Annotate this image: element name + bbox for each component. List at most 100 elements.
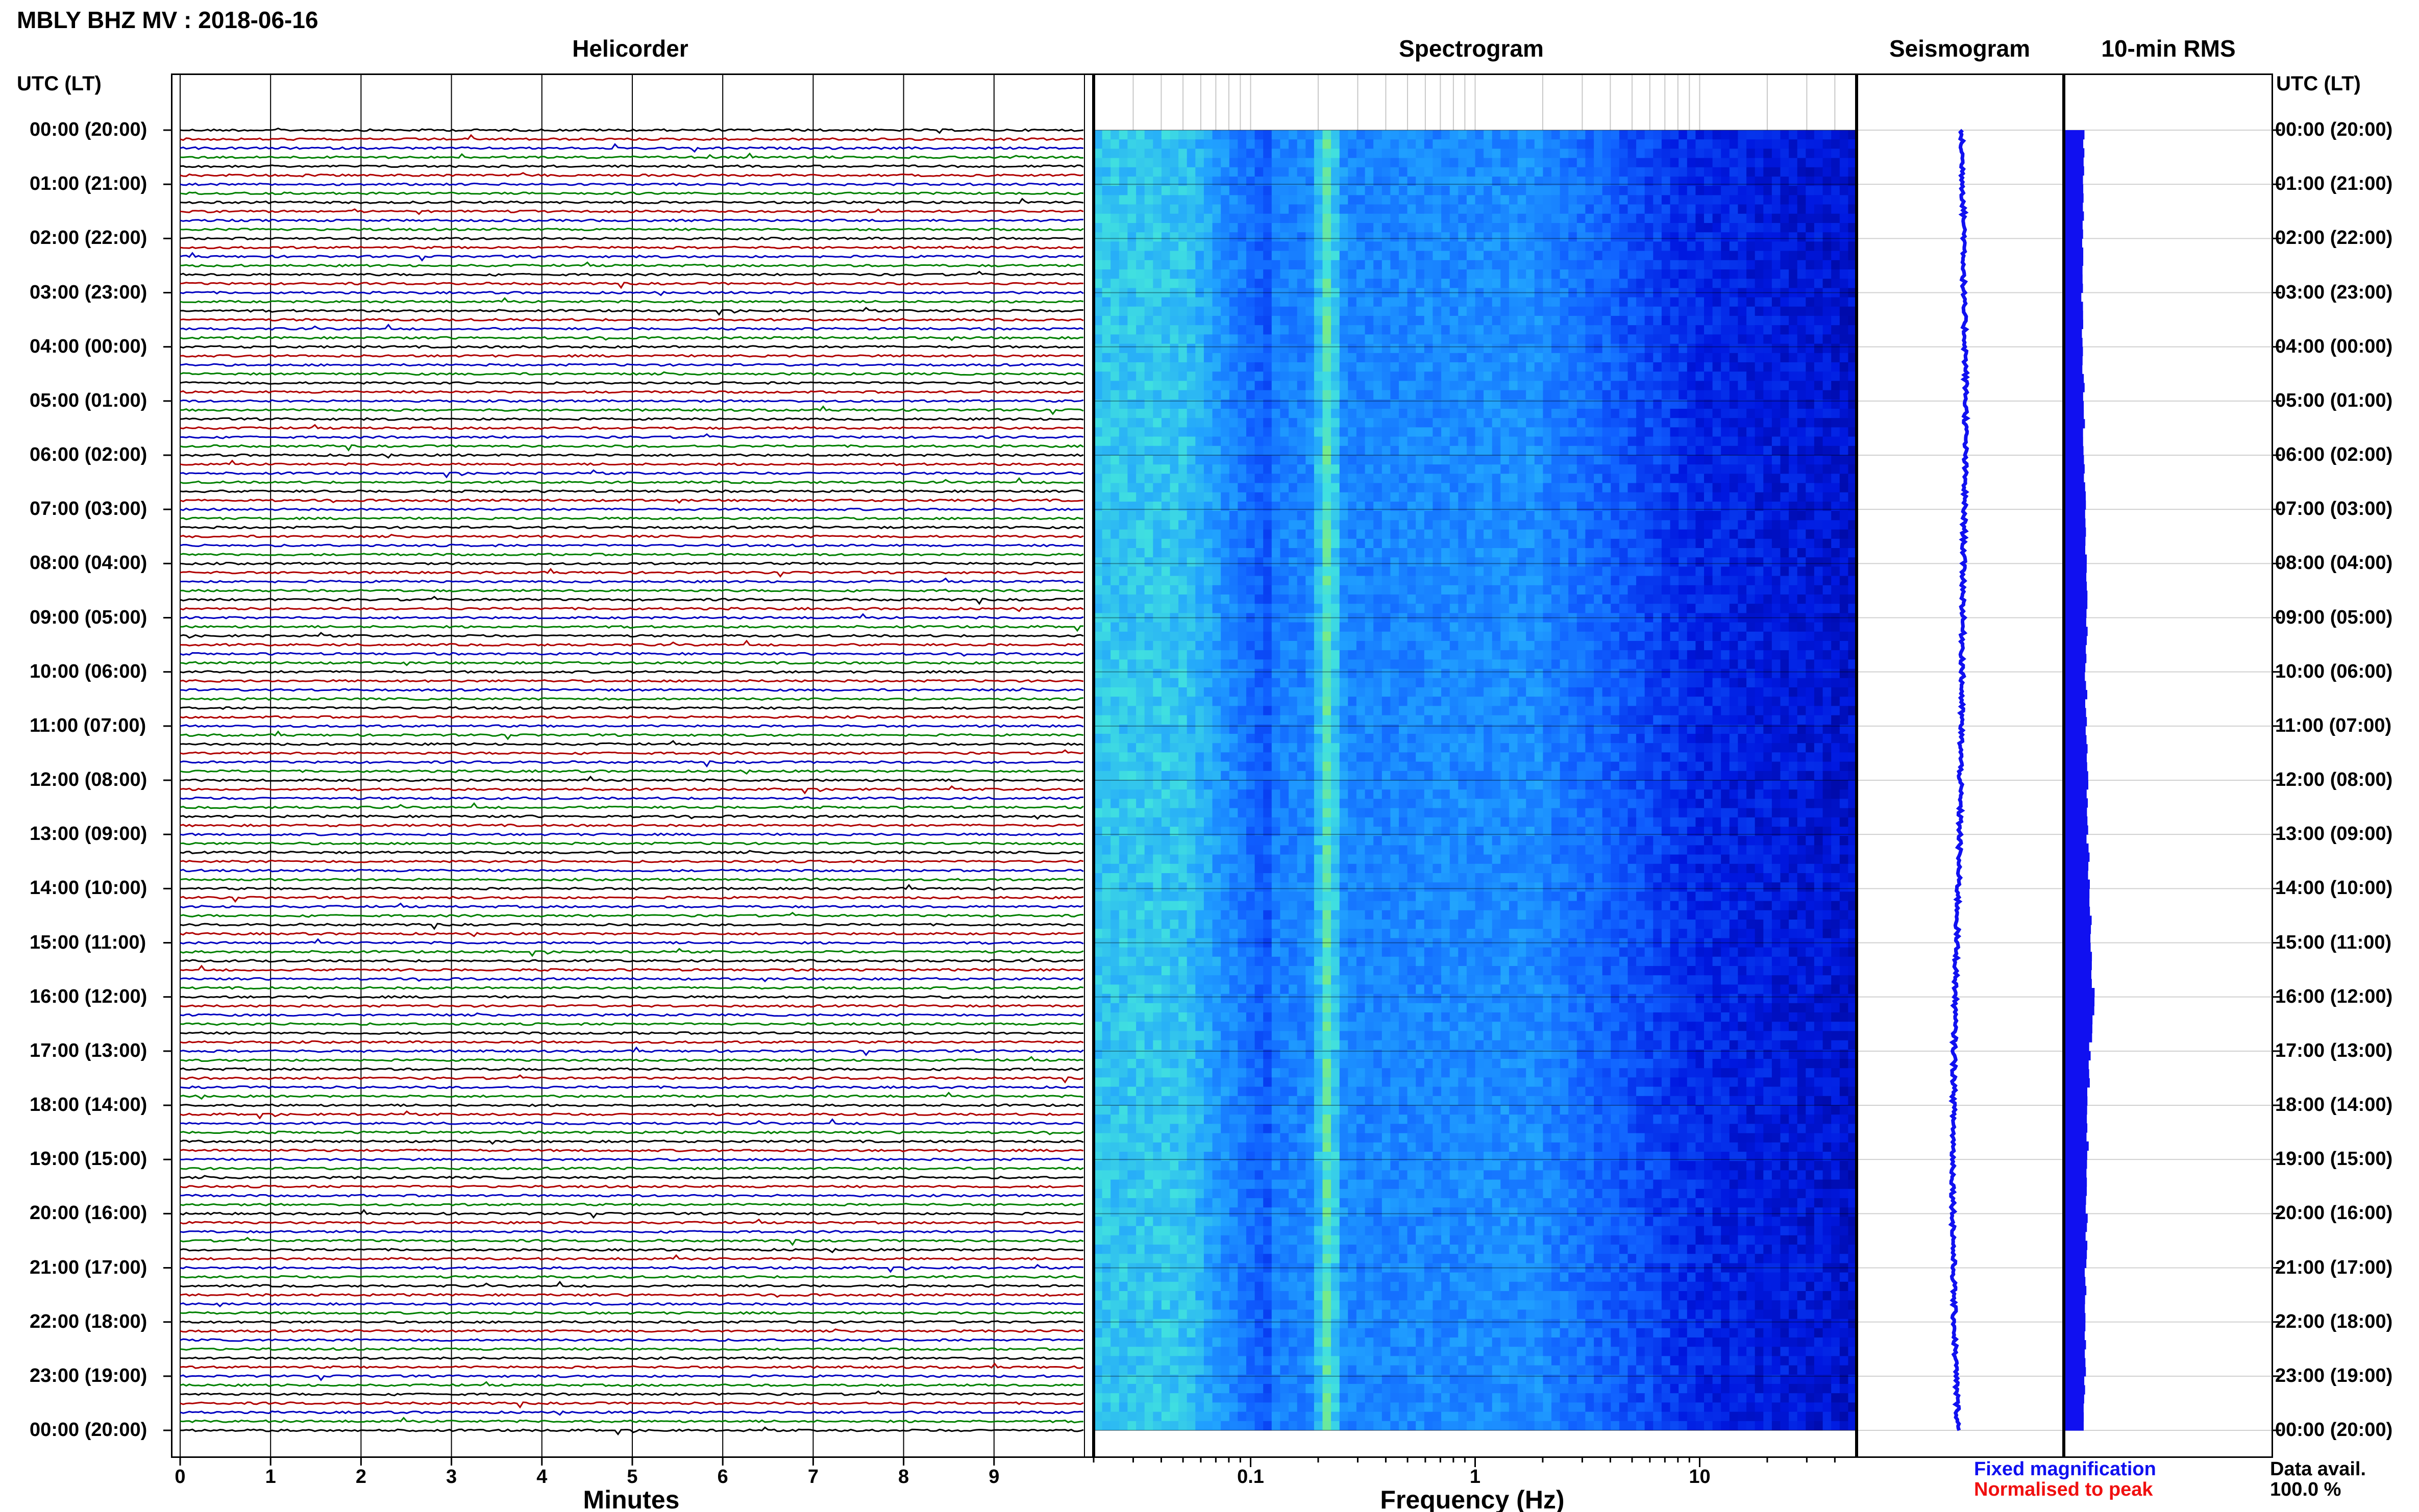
helicorder-trace <box>180 841 1084 846</box>
helicorder-trace <box>180 143 1084 153</box>
helicorder-trace <box>180 802 1084 809</box>
helicorder-trace <box>180 477 1084 484</box>
helicorder-trace <box>180 785 1083 795</box>
time-label-left: 16:00 (12:00) <box>30 985 147 1007</box>
helicorder-trace <box>180 796 1084 801</box>
helicorder-trace <box>180 516 1083 520</box>
helicorder-trace <box>180 417 1084 421</box>
helicorder-trace <box>180 607 1084 612</box>
helicorder-trace <box>180 1110 1084 1120</box>
helicorder-trace <box>180 1401 1084 1409</box>
helicorder-trace <box>180 1328 1084 1333</box>
helicorder-trace <box>180 850 1084 855</box>
time-label-left: 06:00 (02:00) <box>30 444 147 465</box>
helicorder-trace <box>180 469 1084 479</box>
time-label-left: 09:00 (05:00) <box>30 606 147 628</box>
helicorder-trace <box>180 1302 1084 1307</box>
time-label-right: 00:00 (20:00) <box>2275 1419 2393 1441</box>
time-header-left: UTC (LT) <box>17 72 102 95</box>
time-label-left: 00:00 (20:00) <box>30 119 147 140</box>
helicorder-trace <box>180 371 1084 376</box>
helicorder-trace <box>180 1410 1084 1416</box>
time-label-left: 17:00 (13:00) <box>30 1039 147 1061</box>
helicorder-trace <box>180 902 1084 909</box>
time-label-right: 05:00 (01:00) <box>2275 389 2393 411</box>
helicorder-traces <box>180 73 1085 1458</box>
helicorder-trace <box>180 208 1084 215</box>
helicorder-trace <box>180 1157 1084 1161</box>
time-label-right: 18:00 (14:00) <box>2275 1094 2393 1116</box>
helicorder-trace <box>180 1280 1084 1288</box>
time-label-left: 14:00 (10:00) <box>30 877 147 899</box>
helicorder-trace <box>180 613 1084 620</box>
helicorder-trace <box>180 1236 1084 1246</box>
helicorder-trace <box>180 923 1084 930</box>
helicorder-trace <box>180 290 1084 296</box>
helicorder-trace <box>180 1130 1084 1135</box>
helicorder-trace <box>180 1118 1084 1126</box>
helicorder-trace <box>180 957 1084 963</box>
helicorder-trace <box>180 995 1084 999</box>
helicorder-trace <box>180 1085 1084 1089</box>
time-label-left: 02:00 (22:00) <box>30 227 147 249</box>
helicorder-trace <box>180 1074 1084 1084</box>
time-label-left: 18:00 (14:00) <box>30 1094 147 1116</box>
helicorder-trace <box>180 270 1084 277</box>
helicorder-trace <box>180 679 1084 683</box>
helicorder-trace <box>180 1067 1084 1072</box>
helicorder-trace <box>180 687 1084 692</box>
helicorder-trace <box>180 1175 1084 1180</box>
helicorder-trace <box>180 297 1084 304</box>
time-label-right: 19:00 (15:00) <box>2275 1148 2393 1170</box>
helicorder-trace <box>180 769 1084 775</box>
helicorder-trace <box>180 534 1084 538</box>
helicorder-trace <box>180 1040 1084 1044</box>
helicorder-trace <box>180 424 1084 430</box>
time-label-right: 17:00 (13:00) <box>2275 1039 2393 1061</box>
helicorder-trace <box>180 567 1084 578</box>
helicorder-trace <box>180 1347 1084 1351</box>
time-label-left: 22:00 (18:00) <box>30 1310 147 1332</box>
helicorder-trace <box>180 282 1084 289</box>
helicorder-trace <box>180 877 1084 882</box>
helicorder-trace <box>180 1254 1084 1261</box>
time-label-left: 15:00 (11:00) <box>30 931 146 953</box>
helicorder-trace <box>180 498 1084 504</box>
helicorder-trace <box>180 561 1084 565</box>
time-label-left: 20:00 (16:00) <box>30 1202 147 1224</box>
helicorder-trace <box>180 399 1084 403</box>
helicorder-trace <box>180 405 1084 415</box>
helicorder-trace <box>180 652 1084 657</box>
helicorder-trace <box>180 932 1084 937</box>
helicorder-trace <box>180 740 1084 746</box>
helicorder-trace <box>180 1381 1084 1387</box>
helicorder-trace <box>180 252 1084 262</box>
helicorder-trace <box>180 1184 1084 1188</box>
helicorder-trace <box>180 1056 1084 1062</box>
helicorder-trace <box>180 182 1084 187</box>
helicorder-trace <box>180 152 1084 159</box>
helicorder-trace <box>180 625 1084 632</box>
helicorder-trace <box>180 639 1084 647</box>
helicorder-trace <box>180 1031 1084 1035</box>
helicorder-trace <box>180 1194 1084 1198</box>
helicorder-trace <box>180 896 1084 903</box>
helicorder-trace <box>180 307 1084 316</box>
helicorder-trace <box>180 261 1084 268</box>
helicorder-trace <box>180 543 1084 548</box>
time-label-right: 13:00 (09:00) <box>2275 823 2393 845</box>
helicorder-trace <box>180 1338 1084 1342</box>
helicorder-trace <box>180 1356 1084 1360</box>
time-label-right: 15:00 (11:00) <box>2275 931 2392 953</box>
helicorder-trace <box>180 1320 1084 1324</box>
helicorder-trace <box>180 823 1084 828</box>
helicorder-trace <box>180 345 1083 349</box>
helicorder-trace <box>180 1004 1084 1008</box>
helicorder-trace <box>180 381 1084 385</box>
helicorder-trace <box>180 632 1084 639</box>
time-label-right: 02:00 (22:00) <box>2275 227 2393 249</box>
time-label-left: 00:00 (20:00) <box>30 1419 147 1441</box>
helicorder-trace <box>180 832 1084 836</box>
rms-title: 10-min RMS <box>2101 35 2236 62</box>
time-label-left: 01:00 (21:00) <box>30 173 147 195</box>
